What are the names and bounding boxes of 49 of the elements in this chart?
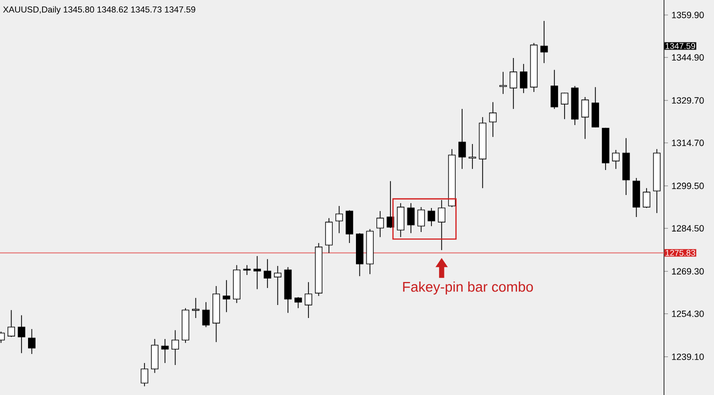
candlestick — [274, 266, 282, 306]
candlestick — [581, 96, 589, 140]
annotation: Fakey-pin bar combo — [403, 282, 533, 295]
candlestick — [396, 202, 404, 238]
candlestick — [407, 202, 415, 234]
text: XAUUSD,Daily 1345.80 1348.62 1345.73 1347.59 — [3, 6, 196, 14]
y-tick-label: 1269.30 — [672, 268, 704, 275]
candlestick — [438, 200, 446, 251]
candlestick — [18, 314, 26, 354]
candlestick — [325, 218, 333, 254]
candlestick — [335, 206, 343, 234]
y-tick-label: 1299.50 — [672, 182, 704, 190]
candlestick — [253, 256, 261, 290]
candlestick — [304, 282, 312, 318]
y-tick-label: 1329.70 — [672, 97, 704, 104]
candlestick — [417, 206, 425, 232]
candlestick — [540, 20, 548, 64]
candlestick — [294, 296, 302, 309]
y-tick-label: 1284.50 — [672, 225, 704, 232]
ref-line-label: 1275.83 — [666, 250, 696, 256]
y-tick-label: 1359.90 — [672, 12, 704, 18]
candlestick — [28, 328, 36, 354]
candlestick — [550, 69, 558, 110]
candlestick — [510, 58, 518, 110]
candlestick — [346, 210, 354, 244]
y-tick-label: 1344.90 — [672, 54, 704, 61]
candlestick — [489, 102, 497, 138]
candlestick — [458, 108, 466, 170]
y-tick-label: 1314.70 — [672, 140, 704, 146]
candlestick — [161, 338, 169, 364]
candlestick — [560, 92, 568, 120]
candlestick — [428, 208, 436, 226]
candlestick — [151, 338, 158, 374]
candlestick — [520, 64, 528, 94]
candlestick — [264, 258, 272, 288]
candlestick — [202, 302, 210, 328]
candlestick — [642, 188, 650, 208]
candlestick — [612, 150, 620, 170]
candlestick — [140, 362, 148, 387]
y-tick-label: 1239.10 — [672, 354, 704, 360]
y-tick-label: 1254.30 — [672, 310, 704, 317]
text: 1347.59 — [666, 43, 696, 49]
candlestick — [499, 71, 507, 94]
candlestick — [243, 264, 251, 276]
candlestick — [222, 280, 230, 312]
candlestick — [8, 310, 15, 338]
candlestick — [172, 330, 179, 366]
candlestick — [468, 144, 476, 170]
candlestick — [376, 210, 384, 238]
